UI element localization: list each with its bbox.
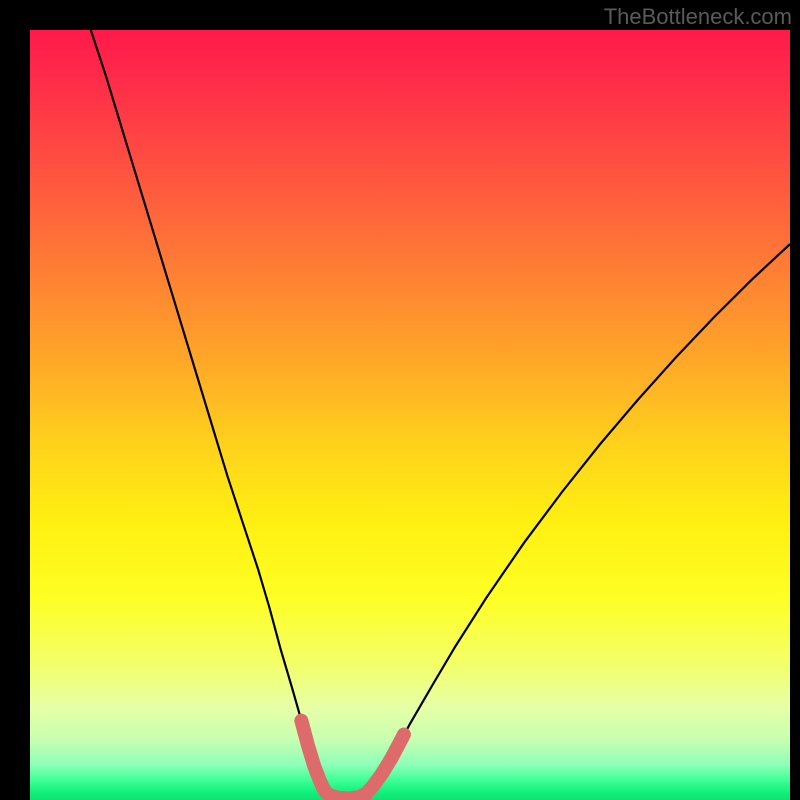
bottleneck-curve-chart	[30, 30, 790, 800]
plot-area	[30, 30, 790, 800]
watermark-text: TheBottleneck.com	[604, 4, 792, 30]
gradient-background	[30, 30, 790, 800]
chart-container: TheBottleneck.com	[0, 0, 800, 800]
